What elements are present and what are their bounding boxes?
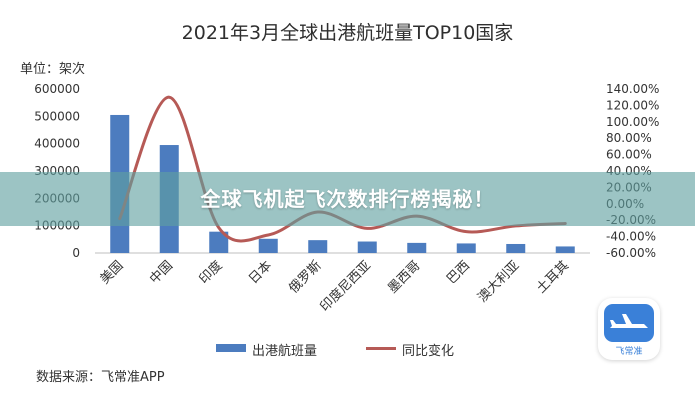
y2-tick-label: 100.00% (606, 115, 659, 129)
bar-俄罗斯 (308, 240, 328, 253)
bar-巴西 (456, 243, 476, 253)
bar-土耳其 (555, 246, 575, 253)
x-tick-label: 澳大利亚 (474, 258, 522, 306)
x-tick-label: 印度 (196, 258, 226, 288)
headline-banner: 全球飞机起飞次数排行榜揭秘！ (0, 172, 695, 226)
y2-tick-label: 120.00% (606, 98, 659, 112)
y2-tick-label: 60.00% (606, 148, 652, 162)
y2-tick-label: -40.00% (606, 230, 656, 244)
x-tick-label: 墨西哥 (385, 258, 423, 296)
legend-line-label: 同比变化 (402, 344, 455, 359)
x-tick-label: 土耳其 (534, 258, 572, 296)
bar-墨西哥 (407, 242, 427, 253)
x-tick-label: 巴西 (444, 258, 473, 287)
y-tick-label: 0 (72, 246, 80, 260)
y-tick-label: 600000 (34, 82, 80, 96)
y-tick-label: 500000 (34, 109, 80, 123)
airplane-icon (604, 304, 654, 342)
legend-bar-label: 出港航班量 (252, 344, 318, 359)
legend-line-swatch (366, 347, 396, 350)
y2-tick-label: 140.00% (606, 82, 659, 96)
source-note: 数据来源：飞常准APP (36, 370, 165, 385)
y-axis-unit-label: 单位：架次 (20, 62, 86, 77)
x-tick-label: 俄罗斯 (286, 258, 324, 296)
x-tick-label: 美国 (98, 258, 127, 287)
legend-bar-swatch (216, 344, 246, 352)
bar-印度尼西亚 (357, 241, 377, 253)
y-tick-label: 400000 (34, 137, 80, 151)
app-logo: 飞常准 (598, 298, 660, 360)
y2-tick-label: -60.00% (606, 246, 656, 260)
logo-label: 飞常准 (615, 347, 643, 357)
x-tick-label: 中国 (147, 258, 176, 287)
x-tick-label: 日本 (246, 258, 275, 287)
bar-印度 (209, 231, 229, 253)
headline-text: 全球飞机起飞次数排行榜揭秘！ (200, 187, 495, 211)
bar-日本 (258, 238, 278, 253)
bar-澳大利亚 (506, 243, 526, 253)
y2-tick-label: 80.00% (606, 131, 652, 145)
x-tick-label: 印度尼西亚 (317, 258, 374, 315)
chart-title: 2021年3月全球出港航班量TOP10国家 (181, 22, 514, 44)
